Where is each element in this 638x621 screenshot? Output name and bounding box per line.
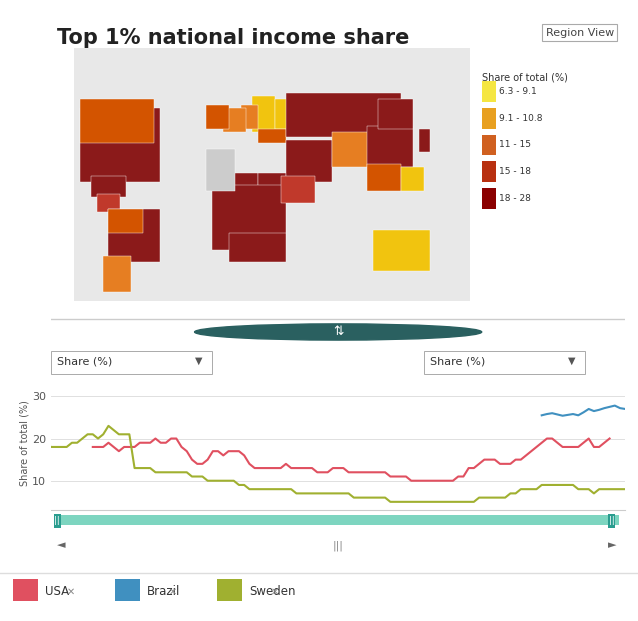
Bar [223,108,246,132]
Bar [482,188,496,209]
Bar [80,99,154,143]
Text: USA: USA [45,586,69,599]
Bar [373,230,430,271]
Text: |||: ||| [332,540,344,551]
Text: Region View: Region View [545,27,614,37]
Bar [91,176,126,197]
Text: Share (%): Share (%) [57,356,112,366]
Bar [258,173,286,233]
Bar [275,99,292,129]
Text: Sweden: Sweden [249,586,295,599]
Text: Top 1% national income share: Top 1% national income share [57,27,409,48]
Text: 15 - 18: 15 - 18 [499,167,531,176]
Circle shape [195,324,482,340]
Text: ✕: ✕ [67,587,75,597]
Bar [482,81,496,102]
Text: Brazil: Brazil [147,586,180,599]
Bar [367,125,413,167]
Bar [217,579,242,601]
Text: ▼: ▼ [568,356,575,366]
Bar [258,129,286,143]
Bar [206,105,229,129]
Text: Share (%): Share (%) [430,356,486,366]
Bar [212,185,286,250]
Bar [80,108,160,182]
Bar [332,132,378,167]
Y-axis label: Share of total (%): Share of total (%) [19,400,29,486]
Bar [482,135,496,155]
Text: ✕: ✕ [169,587,177,597]
Text: ▼: ▼ [195,356,202,366]
Bar [424,351,585,374]
Bar [482,108,496,129]
Text: 18 - 28: 18 - 28 [499,194,531,203]
Bar [419,129,430,152]
Text: 11 - 15: 11 - 15 [499,140,531,150]
Bar [281,176,315,203]
Text: 6.3 - 9.1: 6.3 - 9.1 [499,87,537,96]
Text: Share of total (%): Share of total (%) [482,72,568,82]
Bar [367,164,401,191]
Bar [54,514,61,528]
Text: ✕: ✕ [271,587,279,597]
Text: ||: || [54,516,60,525]
Bar [378,99,413,129]
Bar [206,150,235,191]
Bar [608,514,615,528]
Bar [97,194,120,212]
Bar [57,515,619,525]
Bar [229,173,258,233]
Text: ◄: ◄ [57,540,65,550]
Bar [108,209,160,262]
Text: ||: || [609,516,614,525]
Text: ►: ► [608,540,616,550]
Bar [252,96,275,132]
Bar [13,579,38,601]
Bar [74,48,470,301]
Text: ⇅: ⇅ [333,325,343,338]
Bar [229,233,286,262]
Bar [401,167,424,191]
Bar [51,351,212,374]
Bar [241,105,258,129]
Text: 9.1 - 10.8: 9.1 - 10.8 [499,114,542,123]
Bar [103,256,131,292]
Bar [482,161,496,182]
Bar [286,140,332,182]
Bar [286,93,401,137]
Bar [115,579,140,601]
Bar [108,209,143,233]
